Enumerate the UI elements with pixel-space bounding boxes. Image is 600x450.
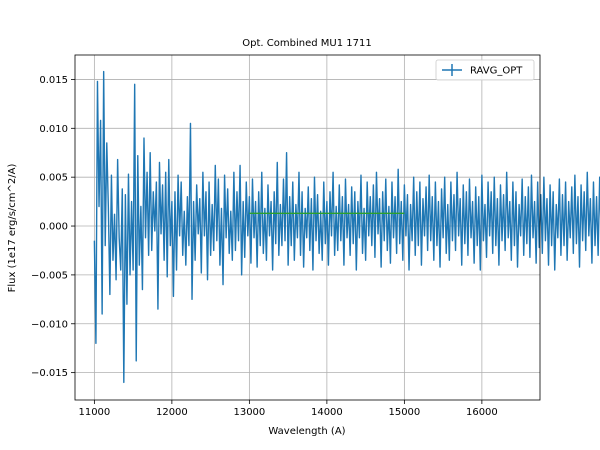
legend-box bbox=[435, 59, 535, 81]
y-tick-label: 0.010 bbox=[39, 124, 68, 135]
x-tick-label: 14000 bbox=[311, 407, 343, 418]
legend-label-ravg-opt: RAVG_OPT bbox=[470, 66, 523, 77]
axes-frame bbox=[74, 54, 541, 401]
plot-area: 11000 12000 13000 14000 15000 16000 −0.015 −0.0… bbox=[31, 54, 600, 418]
y-tick-label: −0.010 bbox=[31, 319, 68, 330]
y-tick-label: 0.005 bbox=[39, 173, 68, 184]
chart-title: Opt. Combined MU1 1711 bbox=[242, 38, 371, 49]
y-tick-label: 0.000 bbox=[39, 222, 68, 233]
y-axis-label: Flux (1e17 erg/s/cm^2/A) bbox=[7, 164, 18, 293]
y-tick-label: 0.015 bbox=[39, 75, 68, 86]
x-tick-label: 15000 bbox=[388, 407, 420, 418]
series-line-ravg-opt bbox=[93, 70, 600, 384]
x-tick-label: 11000 bbox=[78, 407, 110, 418]
legend: RAVG_OPT bbox=[435, 59, 535, 81]
x-tick-label: 13000 bbox=[233, 407, 265, 418]
x-axis-label: Wavelength (A) bbox=[268, 426, 345, 437]
x-tick-label: 12000 bbox=[156, 407, 188, 418]
x-tick-label: 16000 bbox=[466, 407, 498, 418]
y-tick-label: −0.005 bbox=[31, 270, 68, 281]
y-tick-label: −0.015 bbox=[31, 368, 68, 379]
